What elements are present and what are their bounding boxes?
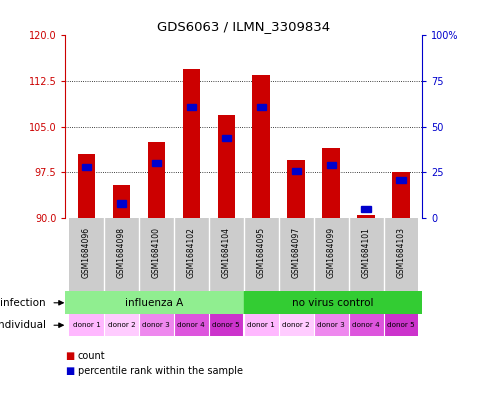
Bar <box>147 142 165 218</box>
Text: GSM1684100: GSM1684100 <box>151 227 161 278</box>
Bar <box>348 314 383 336</box>
Bar <box>395 177 405 183</box>
Text: donor 3: donor 3 <box>317 322 344 328</box>
Text: donor 5: donor 5 <box>386 322 414 328</box>
Bar <box>383 218 418 291</box>
Text: donor 4: donor 4 <box>177 322 205 328</box>
Text: ■: ■ <box>65 366 75 376</box>
Text: GSM1684099: GSM1684099 <box>326 227 335 278</box>
Text: donor 3: donor 3 <box>142 322 170 328</box>
Bar <box>243 218 278 291</box>
Text: ■: ■ <box>65 351 75 361</box>
Bar <box>173 314 208 336</box>
Bar <box>217 114 234 218</box>
Bar <box>208 314 243 336</box>
Bar <box>208 218 243 291</box>
Text: GSM1684098: GSM1684098 <box>117 227 126 278</box>
Bar <box>357 215 374 218</box>
Bar <box>313 218 348 291</box>
Bar <box>243 314 278 336</box>
Bar <box>112 185 130 218</box>
Bar <box>326 162 335 168</box>
Text: GSM1684103: GSM1684103 <box>395 227 405 278</box>
Bar <box>104 314 138 336</box>
Bar <box>151 160 161 166</box>
Text: donor 2: donor 2 <box>282 322 309 328</box>
Text: donor 4: donor 4 <box>351 322 379 328</box>
Text: no virus control: no virus control <box>291 298 373 308</box>
Bar <box>182 69 199 218</box>
Bar <box>186 104 196 110</box>
Text: GSM1684096: GSM1684096 <box>82 227 91 278</box>
Text: donor 2: donor 2 <box>107 322 135 328</box>
Bar <box>383 314 418 336</box>
Title: GDS6063 / ILMN_3309834: GDS6063 / ILMN_3309834 <box>157 20 330 33</box>
Bar <box>287 160 304 218</box>
Bar <box>69 218 104 291</box>
Text: GSM1684097: GSM1684097 <box>291 227 300 278</box>
Bar <box>104 218 138 291</box>
Text: GSM1684095: GSM1684095 <box>256 227 265 278</box>
Bar <box>138 314 173 336</box>
Bar <box>65 291 243 314</box>
Text: donor 1: donor 1 <box>247 322 274 328</box>
Text: count: count <box>77 351 105 361</box>
Bar <box>138 218 173 291</box>
Text: influenza A: influenza A <box>125 298 183 308</box>
Bar <box>361 206 370 212</box>
Bar <box>221 135 230 141</box>
Bar <box>348 218 383 291</box>
Bar <box>278 314 313 336</box>
Bar <box>69 314 104 336</box>
Bar <box>392 173 409 218</box>
Bar <box>82 164 91 170</box>
Bar <box>313 314 348 336</box>
Bar <box>243 291 421 314</box>
Bar <box>322 148 339 218</box>
Bar <box>278 218 313 291</box>
Text: percentile rank within the sample: percentile rank within the sample <box>77 366 242 376</box>
Bar <box>256 104 265 110</box>
Text: individual: individual <box>0 320 46 330</box>
Text: donor 5: donor 5 <box>212 322 240 328</box>
Bar <box>117 200 126 206</box>
Bar <box>252 75 270 218</box>
Text: GSM1684101: GSM1684101 <box>361 227 370 278</box>
Bar <box>173 218 208 291</box>
Bar <box>77 154 95 218</box>
Text: donor 1: donor 1 <box>73 322 100 328</box>
Text: infection: infection <box>0 298 46 308</box>
Text: GSM1684102: GSM1684102 <box>186 227 196 278</box>
Text: GSM1684104: GSM1684104 <box>221 227 230 278</box>
Bar <box>291 167 300 174</box>
